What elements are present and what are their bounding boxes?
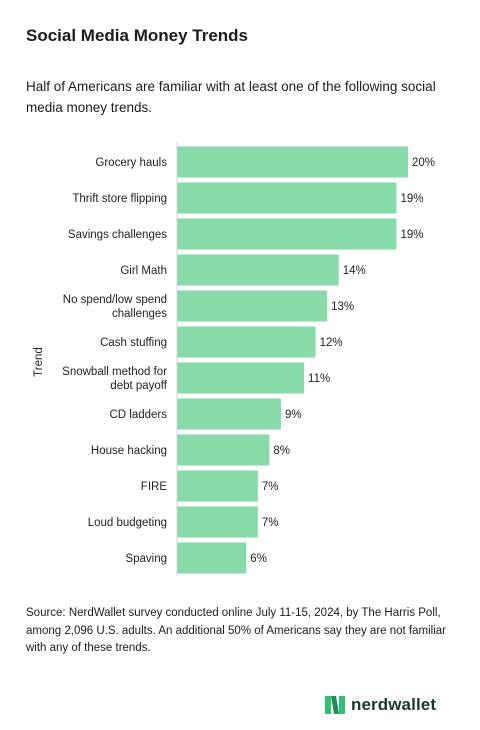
category-label: Spaving (125, 553, 167, 565)
brand-wordmark: nerdwallet (351, 695, 437, 714)
nerdwallet-logo[interactable]: nerdwallet (324, 694, 436, 716)
category-label: CD ladders (109, 409, 167, 421)
value-label: 14% (343, 265, 366, 277)
bar (177, 326, 316, 358)
category-label: challenges (112, 308, 167, 320)
category-label: Savings challenges (68, 229, 167, 241)
category-label: Loud budgeting (88, 517, 167, 529)
bar (177, 182, 397, 214)
bar (177, 470, 258, 502)
bar (177, 290, 328, 322)
category-label: debt payoff (110, 380, 168, 392)
value-label: 6% (250, 553, 267, 565)
source-note: Source: NerdWallet survey conducted onli… (26, 607, 446, 654)
value-label: 7% (262, 517, 279, 529)
value-label: 7% (262, 481, 279, 493)
bar (177, 434, 270, 466)
bar-chart: 20% Grocery hauls 19% Thrift store flipping… (33, 142, 435, 576)
value-label: 9% (285, 409, 302, 421)
chart-subtitle: Half of Americans are familiar with at l… (26, 79, 436, 115)
chart-title: Social Media Money Trends (26, 26, 249, 45)
value-label: 13% (331, 301, 354, 313)
bar (177, 146, 408, 178)
bar (177, 254, 339, 286)
value-label: 20% (412, 157, 435, 169)
category-label: Cash stuffing (100, 337, 167, 349)
category-label: House hacking (91, 445, 167, 457)
bar (177, 398, 281, 430)
nerdwallet-n-logo-icon (325, 696, 345, 714)
value-label: 11% (308, 373, 330, 385)
category-label: Grocery hauls (95, 157, 167, 169)
value-label: 12% (320, 337, 343, 349)
bar (177, 218, 397, 250)
value-label: 19% (400, 193, 423, 205)
category-label: Snowball method for (62, 366, 167, 378)
bar (177, 506, 258, 538)
value-label: 19% (400, 229, 423, 241)
category-label: No spend/low spend (63, 294, 167, 306)
value-label: 8% (273, 445, 290, 457)
category-label: Girl Math (120, 265, 167, 277)
bar (177, 542, 247, 574)
category-label: FIRE (141, 481, 168, 493)
category-label: Thrift store flipping (72, 193, 167, 205)
bar (177, 362, 305, 394)
y-axis-title: Trend (33, 347, 45, 377)
